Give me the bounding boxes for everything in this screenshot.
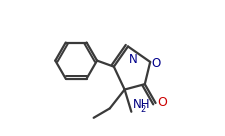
Text: N: N	[129, 52, 137, 66]
Text: O: O	[151, 57, 161, 70]
Text: O: O	[157, 96, 167, 109]
Text: 2: 2	[141, 105, 146, 114]
Text: NH: NH	[133, 98, 150, 111]
